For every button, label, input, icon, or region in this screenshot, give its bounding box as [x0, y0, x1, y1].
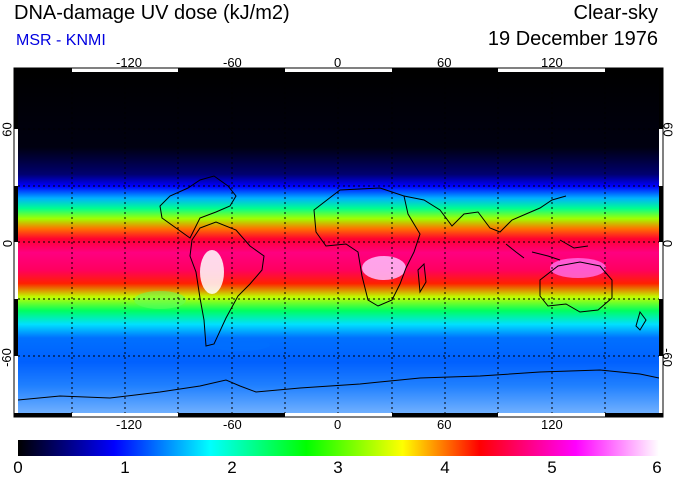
map-frame	[13, 67, 664, 418]
map-title: DNA-damage UV dose (kJ/m2)	[14, 2, 290, 24]
colorbar-label-1: 1	[120, 458, 130, 477]
colorbar-label-2: 2	[227, 458, 237, 477]
sky-condition: Clear-sky	[573, 2, 658, 24]
lat-label-left-3: -60	[0, 348, 14, 367]
lon-label-bottom-5: 120	[541, 417, 563, 432]
lat-label-right-3: -60	[659, 348, 675, 367]
coastlines	[18, 175, 659, 401]
lon-label-bottom-4: 60	[437, 417, 452, 432]
hotspot-australia	[550, 258, 606, 278]
lat-label-right-1: 60	[660, 122, 676, 137]
colorbar	[18, 440, 659, 456]
lon-label-bottom-2: -60	[223, 417, 242, 432]
lat-label-left-2: 0	[0, 239, 16, 248]
lon-label-bottom-3: 0	[334, 417, 342, 432]
lat-label-right-2: 0	[660, 239, 676, 248]
lon-label-top-3: 0	[334, 55, 342, 70]
colorbar-label-0: 0	[13, 458, 23, 477]
colorbar-label-4: 4	[440, 458, 450, 477]
map-date: 19 December 1976	[487, 28, 658, 50]
hotspot-south-america	[200, 250, 224, 294]
graticule	[18, 72, 659, 413]
colorbar-label-5: 5	[547, 458, 557, 477]
lon-label-top-2: -60	[223, 55, 242, 70]
lon-label-top-1: -120	[116, 55, 143, 70]
lat-label-left-1: 60	[0, 122, 15, 137]
lon-label-top-5: 120	[541, 55, 563, 70]
colorbar-label-6: 6	[652, 458, 662, 477]
lon-label-bottom-1: -120	[116, 417, 143, 432]
colorbar-label-3: 3	[333, 458, 343, 477]
lon-label-top-4: 60	[437, 55, 452, 70]
source-label: MSR - KNMI	[16, 32, 106, 49]
hotspot-africa	[362, 256, 406, 280]
